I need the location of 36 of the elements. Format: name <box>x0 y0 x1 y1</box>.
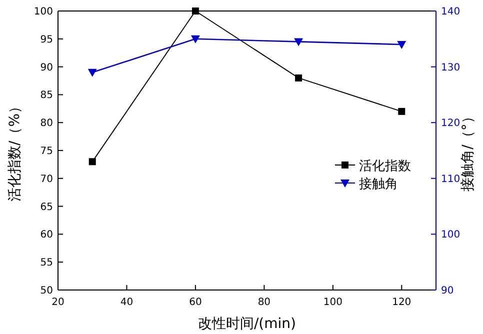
y-axis-title: 活化指数/（%） <box>7 99 23 202</box>
y2-tick-label: 100 <box>441 230 460 241</box>
point <box>397 40 406 49</box>
point <box>190 35 200 44</box>
y-tick-label: 70 <box>40 174 53 185</box>
y-tick-label: 80 <box>40 118 53 130</box>
point <box>192 8 199 14</box>
y-tick-label: 55 <box>40 258 53 269</box>
y2-tick-label: 110 <box>441 174 460 185</box>
y2-tick-label: 90 <box>441 286 454 296</box>
y-tick-label: 50 <box>40 286 53 296</box>
y2-tick-label: 120 <box>441 118 460 130</box>
y-tick-label: 85 <box>40 90 53 102</box>
x-tick-label: 20 <box>52 297 64 308</box>
legend-label: 活化指数 <box>359 159 411 174</box>
point <box>88 158 96 166</box>
y-tick-label: 90 <box>40 62 53 74</box>
point <box>398 108 406 115</box>
x-axis-title: 改性时间/(min) <box>198 316 296 332</box>
y2-axis-title: 接触角/（°） <box>460 110 476 192</box>
x-tick-label: 120 <box>392 297 412 308</box>
y-tick-label: 100 <box>34 6 53 18</box>
point <box>88 68 97 77</box>
point <box>294 38 304 46</box>
y-tick-label: 65 <box>40 202 53 213</box>
x-tick-label: 60 <box>189 297 202 308</box>
x-tick-label: 40 <box>120 297 134 308</box>
x-tick-label: 100 <box>323 297 342 308</box>
legend-label: 接触角 <box>359 177 398 192</box>
y2-tick-label: 140 <box>441 6 460 18</box>
x-tick-label: 80 <box>258 297 271 308</box>
y-tick-label: 60 <box>40 230 53 241</box>
point <box>295 74 302 82</box>
y2-tick-label: 130 <box>441 62 460 74</box>
y-tick-label: 95 <box>40 34 53 46</box>
y-tick-label: 75 <box>40 146 53 157</box>
